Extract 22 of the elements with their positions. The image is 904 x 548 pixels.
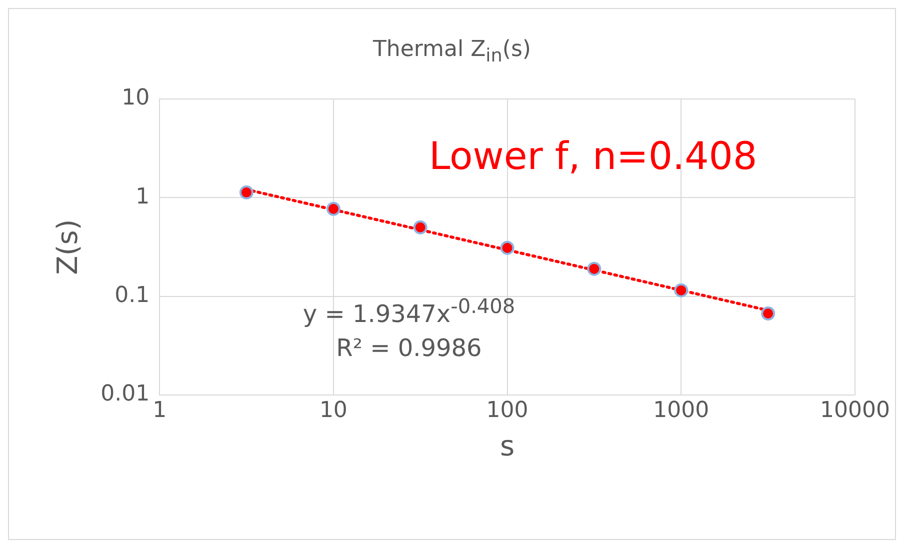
y-tick-label: 0.01 xyxy=(100,382,150,407)
point xyxy=(413,220,428,234)
annotation: R² = 0.9986 xyxy=(335,334,483,362)
point xyxy=(239,185,254,200)
x-tick-label: 10000 xyxy=(820,398,890,423)
x-axis-title: s xyxy=(500,429,515,462)
y-tick-label: 0.1 xyxy=(114,283,150,308)
point xyxy=(587,262,602,276)
point xyxy=(674,283,688,298)
y-axis-title: Z(s) xyxy=(51,219,84,275)
x-tick-label: 10 xyxy=(319,398,348,423)
annotation: Lower f, n=0.408 xyxy=(429,134,758,178)
x-tick-label: 100 xyxy=(486,398,528,423)
x-tick-label: 1000 xyxy=(653,398,710,423)
annotation: y = 1.9347x$^{-0.408}$ xyxy=(302,294,516,328)
x-tick-label: 1 xyxy=(152,398,167,423)
point xyxy=(500,240,514,255)
y-tick-label: 1 xyxy=(136,184,150,210)
y-tick-label: 10 xyxy=(122,86,150,111)
chart-title: Thermal Z$_{in}$(s) xyxy=(372,37,532,66)
point xyxy=(326,202,340,216)
point xyxy=(761,306,776,320)
